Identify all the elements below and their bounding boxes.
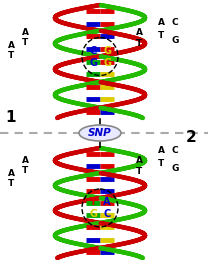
- Text: C: C: [89, 46, 97, 55]
- Text: A: A: [158, 18, 165, 27]
- Text: T: T: [158, 159, 164, 168]
- Text: T: T: [22, 38, 28, 47]
- Text: 2: 2: [186, 130, 197, 145]
- Text: C: C: [103, 209, 111, 219]
- Text: T: T: [136, 167, 142, 176]
- Text: T: T: [136, 39, 142, 48]
- Text: SNP: SNP: [88, 128, 112, 138]
- Text: C: C: [171, 18, 178, 27]
- Text: A: A: [136, 28, 143, 37]
- Text: T: T: [8, 179, 14, 188]
- Text: A: A: [22, 156, 29, 165]
- Text: A: A: [8, 169, 15, 178]
- Text: A: A: [103, 197, 111, 207]
- Text: G: G: [171, 164, 178, 173]
- Ellipse shape: [79, 125, 121, 141]
- Text: A: A: [8, 41, 15, 50]
- Text: T: T: [22, 166, 28, 175]
- Text: G: G: [89, 57, 97, 68]
- Text: T: T: [158, 31, 164, 40]
- Text: C: C: [171, 146, 178, 155]
- Text: A: A: [22, 28, 29, 37]
- Text: G: G: [103, 46, 111, 55]
- Text: G: G: [103, 57, 111, 68]
- Text: T: T: [90, 197, 96, 207]
- Text: A: A: [136, 156, 143, 165]
- Text: G: G: [171, 36, 178, 45]
- Text: G: G: [89, 209, 97, 219]
- Text: T: T: [8, 51, 14, 60]
- Text: A: A: [158, 146, 165, 155]
- Text: 1: 1: [5, 110, 16, 125]
